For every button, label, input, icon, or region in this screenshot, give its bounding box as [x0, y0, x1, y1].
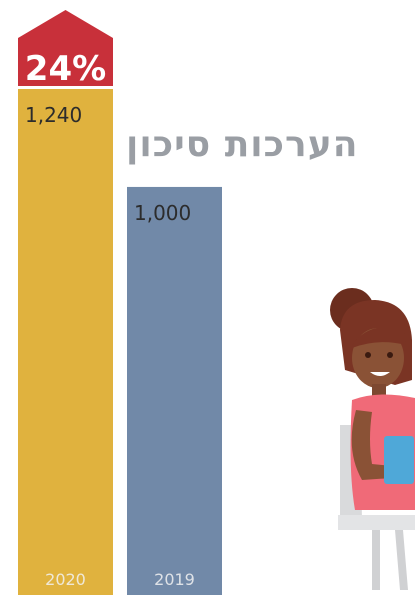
- page-title: הערכות סיכון: [126, 124, 359, 165]
- value-label-2020: 1,240: [25, 103, 82, 127]
- value-label-2019: 1,000: [134, 201, 191, 225]
- year-label-2019: 2019: [154, 570, 195, 589]
- bar-2020: [18, 89, 113, 595]
- person-illustration: [330, 288, 415, 590]
- badge-gap: [18, 86, 113, 89]
- year-label-2020: 2020: [45, 570, 86, 589]
- change-badge: [18, 10, 113, 86]
- bar-2019: [127, 186, 222, 595]
- change-badge-label: 24%: [25, 49, 106, 89]
